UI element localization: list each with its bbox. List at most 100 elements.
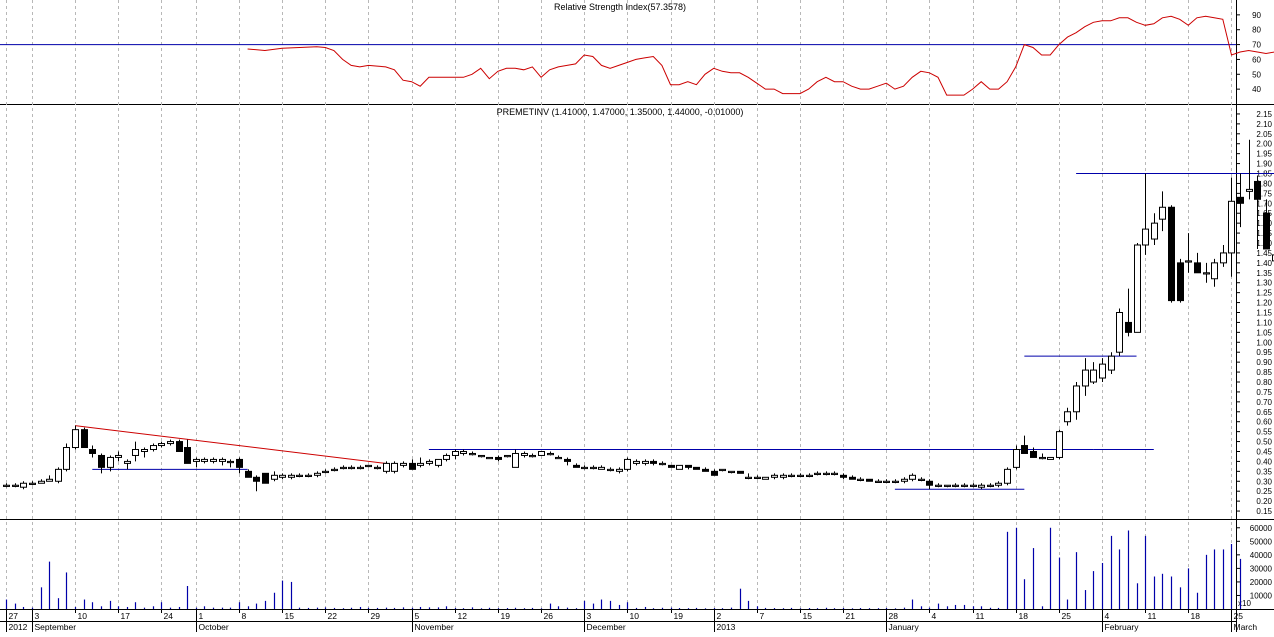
volume-tick-label: 60000 xyxy=(1250,524,1273,533)
candle-body xyxy=(1152,223,1158,239)
x-tick-label: 7 xyxy=(760,611,765,621)
candle-body xyxy=(1178,263,1184,301)
price-tick-label: 0.60 xyxy=(1256,418,1272,427)
rsi-tick-label: 90 xyxy=(1252,11,1261,20)
x-tick-label: 25 xyxy=(1062,611,1072,621)
candle xyxy=(177,440,183,452)
candle xyxy=(64,444,70,472)
rsi-title: Relative Strength Index(57.3578) xyxy=(554,2,686,12)
candle-body xyxy=(720,469,726,470)
candle xyxy=(479,455,485,457)
candle-body xyxy=(841,475,847,477)
candle-body xyxy=(962,485,968,486)
candle-body xyxy=(289,475,295,477)
candle-body xyxy=(539,451,545,455)
candle xyxy=(763,477,769,479)
x-tick-label: 29 xyxy=(371,611,381,621)
month-label: March xyxy=(1234,622,1258,632)
candle-body xyxy=(738,471,744,473)
price-tick-label: 0.65 xyxy=(1256,408,1272,417)
candle-body xyxy=(1221,253,1227,263)
rsi-tick-label: 80 xyxy=(1252,26,1261,35)
volume-tick-label: 20000 xyxy=(1250,578,1273,587)
candle-body xyxy=(815,473,821,474)
price-tick-label: 0.90 xyxy=(1256,358,1272,367)
candle-body xyxy=(927,481,933,485)
candle-body xyxy=(910,475,916,479)
candle-body xyxy=(1160,207,1166,219)
price-tick-label: 2.05 xyxy=(1256,130,1272,139)
price-tick-label: 0.45 xyxy=(1256,447,1272,456)
price-tick-label: 0.75 xyxy=(1256,388,1272,397)
candle-body xyxy=(677,465,683,469)
x-tick-label: 5 xyxy=(415,611,420,621)
candle-body xyxy=(660,463,666,464)
candle-body xyxy=(574,465,580,467)
candle-body xyxy=(479,455,485,456)
candle-body xyxy=(591,467,597,468)
x-tick-label: 21 xyxy=(846,611,856,621)
candle-body xyxy=(703,469,709,471)
month-label: February xyxy=(1105,622,1140,632)
candle-body xyxy=(971,485,977,486)
candle-body xyxy=(1083,370,1089,386)
candle-body xyxy=(272,475,278,479)
price-tick-label: 0.50 xyxy=(1256,438,1272,447)
rsi-tick-label: 60 xyxy=(1252,55,1261,64)
x-tick-label: 3 xyxy=(587,611,592,621)
candle xyxy=(1117,309,1123,357)
x-tick-label: 18 xyxy=(1191,611,1201,621)
candle xyxy=(1178,259,1184,303)
x-tick-label: 1 xyxy=(199,611,204,621)
candle-body xyxy=(789,475,795,476)
candle xyxy=(56,467,62,483)
candle-body xyxy=(436,459,442,465)
candle-body xyxy=(470,453,476,454)
x-tick-label: 17 xyxy=(121,611,131,621)
candle-body xyxy=(116,455,122,457)
candle-body xyxy=(599,467,605,469)
x-tick-label: 15 xyxy=(285,611,295,621)
candle-body xyxy=(1229,201,1235,253)
candle-body xyxy=(625,459,631,469)
candle-body xyxy=(90,450,96,454)
x-tick-label: 19 xyxy=(501,611,511,621)
candle-body xyxy=(876,481,882,482)
candle-body xyxy=(254,477,260,481)
price-tick-label: 0.70 xyxy=(1256,398,1272,407)
candle-body xyxy=(82,430,88,448)
candle-body xyxy=(496,457,502,459)
candle-body xyxy=(505,455,511,456)
candle xyxy=(945,485,951,487)
candle-body xyxy=(850,477,856,479)
candle-body xyxy=(746,477,752,478)
price-tick-label: 0.35 xyxy=(1256,467,1272,476)
candle-body xyxy=(47,479,53,481)
candle xyxy=(384,461,390,473)
candle-body xyxy=(634,461,640,463)
volume-tick-label: 10000 xyxy=(1250,591,1273,600)
x-tick-label: 3 xyxy=(35,611,40,621)
candle-body xyxy=(513,453,519,467)
candle xyxy=(1014,446,1020,470)
price-tick-label: 1.90 xyxy=(1256,160,1272,169)
price-tick-label: 1.30 xyxy=(1256,279,1272,288)
candle-body xyxy=(1057,432,1063,458)
x-tick-label: 12 xyxy=(458,611,468,621)
candle xyxy=(694,467,700,469)
candle-body xyxy=(694,467,700,469)
candle-body xyxy=(669,465,675,467)
rsi-tick-label: 70 xyxy=(1252,41,1261,50)
x-tick-label: 24 xyxy=(164,611,174,621)
candle xyxy=(487,457,493,458)
candle-body xyxy=(349,467,355,468)
candle xyxy=(625,457,631,471)
price-title: PREMETINV (1.41000, 1.47000, 1.35000, 1.… xyxy=(497,107,744,117)
candle-body xyxy=(1109,356,1115,370)
x-tick-label: 10 xyxy=(630,611,640,621)
candle-body xyxy=(246,471,252,477)
candle-body xyxy=(1031,451,1037,457)
candle-body xyxy=(125,461,131,463)
candle-body xyxy=(306,475,312,476)
candle xyxy=(677,465,683,469)
